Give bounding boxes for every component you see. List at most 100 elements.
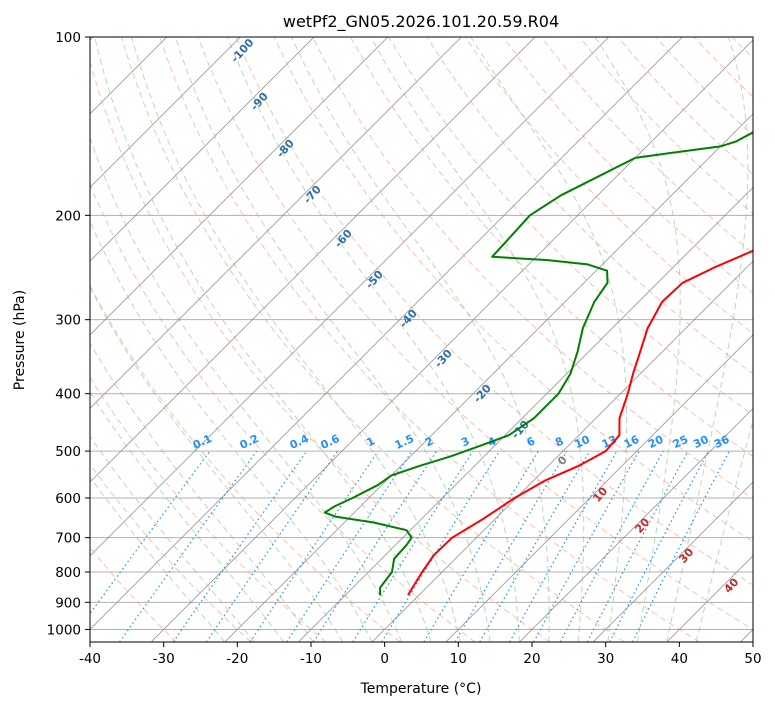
x-axis-title: Temperature (°C) (360, 681, 482, 697)
isotherm-line (90, 37, 389, 336)
mixing-ratio-line (423, 450, 539, 642)
moist-adiabat-line (695, 418, 753, 642)
isotherm-line (740, 628, 753, 642)
mixing-ratio-line (454, 450, 568, 642)
mixing-ratio-label: 25 (671, 433, 690, 451)
x-tick-label: -20 (226, 651, 248, 667)
y-tick-label: 200 (55, 208, 81, 224)
temperature-line (407, 249, 753, 596)
axis-ticks: -40 -30 -20 -10 0 10 20 30 40 5010020030040050060… (47, 30, 762, 667)
dry-adiabat-line (502, 37, 753, 294)
dry-adiabat-line (90, 463, 252, 642)
mixing-ratio-label: 6 (525, 434, 538, 449)
dry-adiabat-label: -20 (471, 382, 494, 406)
isotherm-line (150, 39, 753, 642)
mixing-ratio-line (533, 450, 640, 642)
dry-adiabat-label: 40 (721, 575, 741, 595)
y-tick-label: 900 (55, 595, 81, 611)
dry-adiabat-label: -100 (228, 36, 256, 65)
dry-adiabat-line (693, 37, 753, 98)
mixing-ratio-line (352, 450, 474, 642)
profile-lines (323, 131, 753, 596)
mixing-ratio-label: 30 (691, 433, 711, 451)
dry-adiabat-line (90, 182, 476, 642)
mixing-ratio-label: 10 (572, 433, 592, 451)
mixing-ratio-line (381, 450, 501, 642)
dry-adiabat-line (121, 37, 625, 642)
x-tick-label: 30 (597, 651, 614, 667)
x-tick-label: 20 (523, 651, 540, 667)
moist-adiabat-line (90, 136, 403, 642)
isotherm-line (592, 481, 753, 642)
dry-adiabat-line (579, 37, 753, 215)
dry-adiabat-label: -80 (274, 137, 297, 161)
y-tick-label: 100 (55, 30, 81, 46)
mixing-ratio-line (312, 450, 438, 642)
moist-adiabat-line (470, 37, 628, 642)
mixing-ratio-line (286, 450, 413, 642)
moist-adiabat-line (594, 37, 681, 642)
moist-adiabat-line (90, 435, 255, 642)
dry-adiabat-line (464, 37, 753, 334)
mixing-ratio-label: 36 (712, 433, 732, 451)
dry-adiabat-label: 10 (590, 484, 610, 504)
moist-adiabat-line (90, 220, 373, 642)
isotherm-line (445, 334, 753, 642)
mixing-ratio-label: 0.6 (318, 432, 341, 452)
dry-adiabat-line (388, 37, 753, 416)
dry-adiabat-line (90, 284, 401, 642)
dry-adiabat-label: -60 (332, 227, 355, 251)
isotherm-line (90, 37, 683, 631)
dry-adiabat-line (90, 376, 327, 642)
isotherm-line (371, 260, 753, 642)
mixing-ratio-label: 1 (364, 434, 376, 449)
x-tick-label: 50 (744, 651, 761, 667)
dry-adiabat-line (617, 37, 753, 176)
mixing-ratio-label: 13 (600, 433, 619, 451)
dry-adiabat-label: 20 (632, 515, 652, 535)
x-tick-label: -30 (153, 651, 175, 667)
moist-adiabat-line (90, 286, 344, 642)
x-tick-label: 40 (671, 651, 688, 667)
mixing-ratio-line (586, 450, 689, 642)
y-axis-title: Pressure (hPa) (12, 290, 28, 390)
moist-adiabat-line (370, 37, 585, 642)
dry-adiabat-line (350, 37, 753, 458)
y-tick-label: 600 (55, 491, 81, 507)
dry-adiabat-label: -40 (397, 307, 420, 331)
dry-adiabat-line (655, 37, 753, 137)
dry-adiabat-line (235, 37, 753, 586)
moist-adiabat-line (666, 37, 749, 642)
isotherm-line (90, 37, 315, 262)
dry-adiabat-line (197, 37, 753, 630)
moist-adiabat-line (90, 342, 314, 642)
isotherm-line (90, 37, 241, 189)
moist-adiabat-line (291, 37, 550, 642)
moist-adiabat-line (227, 37, 520, 642)
isotherm-line (90, 37, 610, 557)
x-tick-label: 0 (380, 651, 389, 667)
moist-adiabat-line (174, 37, 491, 642)
x-tick-label: -40 (79, 651, 101, 667)
y-tick-label: 700 (55, 531, 81, 547)
y-tick-label: 300 (55, 313, 81, 329)
mixing-ratio-label: 0.2 (238, 432, 261, 452)
moist-adiabat-line (131, 37, 461, 642)
moist-adiabat-line (90, 391, 285, 642)
background-lines (90, 37, 775, 642)
dry-adiabat-line (90, 60, 551, 642)
mixing-ratio-line (205, 450, 338, 642)
dry-adiabat-line (770, 37, 775, 642)
moist-adiabat-line (90, 476, 226, 642)
y-tick-label: 1000 (47, 622, 81, 638)
mixing-ratio-line (509, 450, 618, 642)
mixing-ratio-line (559, 450, 664, 642)
dry-adiabat-line (159, 37, 700, 642)
isotherm-line (224, 113, 753, 642)
mixing-ratio-line (119, 450, 258, 642)
dewpoint-line (323, 131, 753, 596)
mixing-ratio-line (172, 450, 308, 642)
plot-frame (89, 36, 754, 643)
x-tick-label: -10 (300, 651, 322, 667)
